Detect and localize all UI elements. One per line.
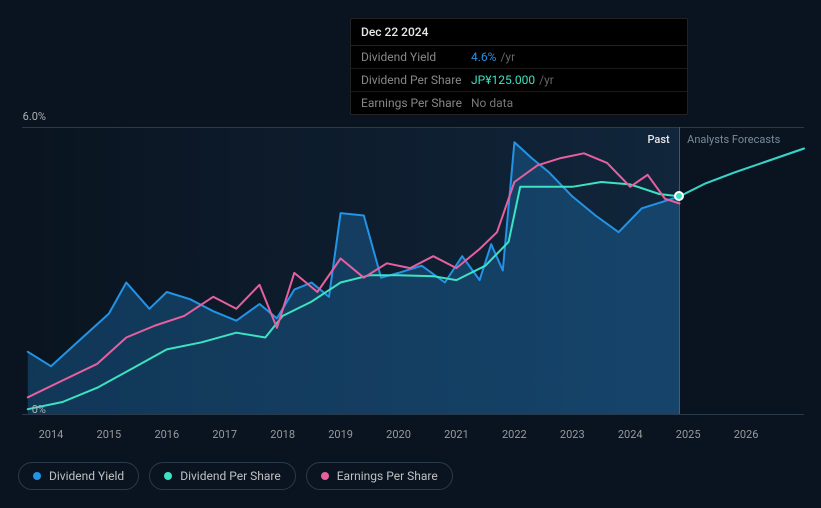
tooltip-row: Dividend Per ShareJP¥125.000/yr <box>351 69 687 92</box>
dividend-chart: 6.0%0% 201420152016201720182019202020212… <box>0 0 821 508</box>
x-tick-label: 2024 <box>618 428 643 441</box>
chart-tooltip: Dec 22 2024 Dividend Yield4.6%/yrDividen… <box>350 18 688 115</box>
series-marker-dot <box>674 191 684 201</box>
tooltip-row-value: 4.6%/yr <box>471 50 515 64</box>
x-tick-label: 2016 <box>154 428 179 441</box>
tooltip-row-unit: /yr <box>539 73 554 87</box>
legend-label: Earnings Per Share <box>337 469 438 483</box>
y-tick-label: 0% <box>32 403 50 416</box>
legend-item-dividend_per_share[interactable]: Dividend Per Share <box>149 462 296 490</box>
legend-label: Dividend Per Share <box>180 469 281 483</box>
x-tick-label: 2019 <box>328 428 353 441</box>
x-tick-label: 2026 <box>734 428 759 441</box>
gridline-bottom <box>22 414 804 415</box>
tooltip-row: Dividend Yield4.6%/yr <box>351 46 687 69</box>
x-tick-label: 2023 <box>560 428 585 441</box>
chart-plot-svg <box>22 127 804 414</box>
chart-legend: Dividend Yield Dividend Per Share Earnings… <box>18 462 453 490</box>
tooltip-row-label: Earnings Per Share <box>361 96 471 110</box>
tooltip-row-label: Dividend Per Share <box>361 73 471 87</box>
legend-label: Dividend Yield <box>49 469 124 483</box>
y-tick-label: 6.0% <box>23 110 50 123</box>
tooltip-date: Dec 22 2024 <box>351 19 687 46</box>
x-tick-label: 2014 <box>39 428 64 441</box>
legend-item-earnings_per_share[interactable]: Earnings Per Share <box>306 462 453 490</box>
x-tick-label: 2015 <box>97 428 122 441</box>
legend-dot-icon <box>164 472 172 480</box>
x-tick-label: 2020 <box>386 428 411 441</box>
period-label-past: Past <box>647 133 669 146</box>
x-tick-label: 2022 <box>502 428 527 441</box>
period-labels: Past Analysts Forecasts <box>647 133 780 146</box>
tooltip-row-value: No data <box>471 96 513 110</box>
legend-dot-icon <box>33 472 41 480</box>
series-forecast-line-dividend_per_share <box>680 149 805 197</box>
legend-item-dividend_yield[interactable]: Dividend Yield <box>18 462 139 490</box>
tooltip-row-unit: /yr <box>500 50 515 64</box>
x-tick-label: 2021 <box>444 428 469 441</box>
tooltip-row: Earnings Per ShareNo data <box>351 92 687 114</box>
x-tick-label: 2017 <box>212 428 237 441</box>
period-label-forecast: Analysts Forecasts <box>687 133 780 146</box>
x-axis: 2014 2015 2016 2017 2018 2019 2020 2021 2022 2023… <box>0 428 821 448</box>
x-tick-label: 2025 <box>676 428 701 441</box>
tooltip-row-value: JP¥125.000/yr <box>471 73 554 87</box>
legend-dot-icon <box>321 472 329 480</box>
x-tick-label: 2018 <box>270 428 295 441</box>
tooltip-row-label: Dividend Yield <box>361 50 471 64</box>
